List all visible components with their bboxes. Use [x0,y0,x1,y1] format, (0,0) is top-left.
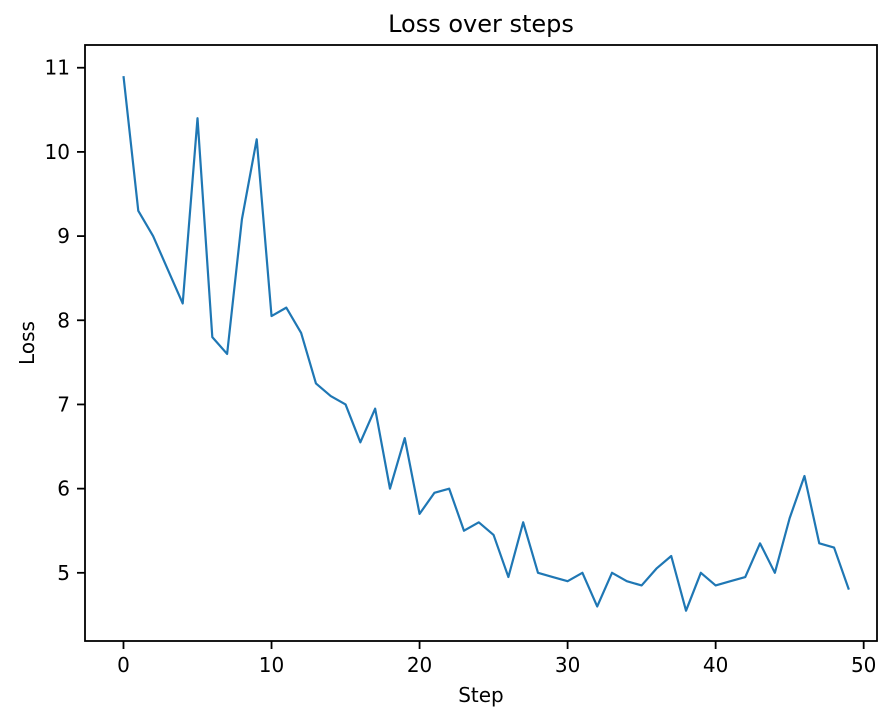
y-tick-label: 5 [57,561,70,585]
chart-title: Loss over steps [388,10,574,38]
y-tick-label: 7 [57,392,70,416]
y-tick-label: 11 [45,56,70,80]
x-axis-label: Step [458,683,504,707]
x-tick-label: 0 [117,653,130,677]
loss-line-series [122,76,850,612]
plot-frame [84,44,878,642]
y-axis-label: Loss [15,321,39,365]
x-tick-label: 30 [555,653,580,677]
x-tick-label: 50 [851,653,876,677]
x-tick-label: 40 [703,653,728,677]
axis-ticks: 0 10 20 30 40 50 5 6 7 8 9 10 11 [45,56,877,677]
series-loss [122,76,850,612]
x-tick-label: 20 [407,653,432,677]
y-tick-label: 6 [57,477,70,501]
y-tick-label: 10 [45,140,70,164]
y-tick-label: 9 [57,224,70,248]
y-tick-label: 8 [57,308,70,332]
x-tick-label: 10 [259,653,284,677]
